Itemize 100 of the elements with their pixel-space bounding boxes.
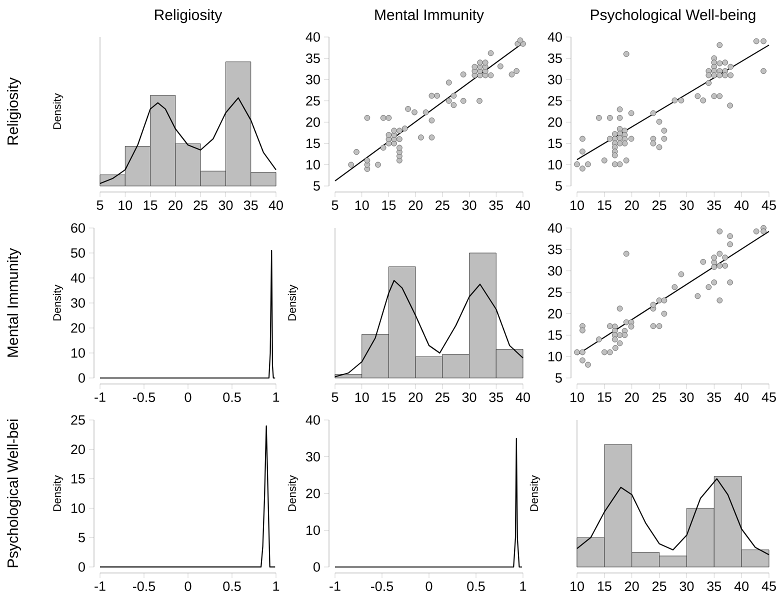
y-tick-label: 10 bbox=[71, 348, 85, 358]
x-tick-label: 20 bbox=[168, 200, 182, 210]
point bbox=[716, 250, 723, 257]
point bbox=[517, 38, 524, 44]
point bbox=[706, 284, 712, 290]
point bbox=[446, 80, 452, 86]
point bbox=[650, 302, 656, 308]
x-tick-label: 30 bbox=[680, 392, 694, 402]
point bbox=[386, 132, 392, 138]
point bbox=[412, 109, 418, 116]
x-tick-label: 15 bbox=[598, 582, 612, 591]
point bbox=[607, 349, 613, 356]
y-tick-label: 25 bbox=[71, 415, 85, 425]
x-tick-label: 35 bbox=[707, 200, 722, 210]
point bbox=[716, 262, 723, 269]
point bbox=[460, 72, 466, 78]
point bbox=[472, 64, 478, 70]
x-tick-label: 40 bbox=[734, 200, 749, 210]
y-tick-label: 10 bbox=[71, 503, 85, 513]
point bbox=[396, 144, 402, 151]
point bbox=[498, 63, 504, 70]
chart-title: Psychological Well-being bbox=[590, 9, 756, 24]
x-tick-label: 40 bbox=[734, 582, 749, 592]
y-tick-label: 15 bbox=[548, 138, 562, 148]
point bbox=[727, 241, 733, 248]
point bbox=[380, 114, 386, 121]
x-tick-label: 10 bbox=[570, 582, 584, 592]
y-tick-label: 25 bbox=[548, 96, 562, 106]
y-tick-label: 20 bbox=[306, 488, 320, 498]
point bbox=[596, 336, 602, 342]
x-tick-label: 15 bbox=[144, 200, 158, 210]
x-tick-label: 1 bbox=[520, 582, 526, 591]
x-tick-label: 25 bbox=[652, 200, 666, 210]
point bbox=[580, 328, 586, 334]
y-tick-label: 20 bbox=[548, 117, 562, 127]
point bbox=[428, 118, 435, 124]
point bbox=[711, 280, 718, 286]
y-tick-label: 60 bbox=[71, 223, 85, 233]
x-tick-label: -1 bbox=[94, 582, 106, 591]
x-tick-label: 15 bbox=[598, 200, 612, 210]
point bbox=[753, 228, 760, 234]
x-tick-label: 10 bbox=[355, 392, 369, 402]
point bbox=[364, 114, 370, 121]
point bbox=[672, 284, 678, 290]
point bbox=[656, 298, 662, 304]
y-tick-label: 50 bbox=[70, 248, 85, 258]
y-tick-label: 5 bbox=[78, 532, 85, 542]
x-tick-label: 20 bbox=[625, 392, 639, 402]
point bbox=[574, 349, 580, 356]
point bbox=[722, 262, 728, 269]
x-tick-label: -1 bbox=[94, 392, 106, 402]
x-tick-label: 35 bbox=[489, 200, 504, 210]
point bbox=[678, 271, 684, 278]
x-tick-label: 20 bbox=[408, 392, 423, 402]
y-tick-label: 0 bbox=[313, 562, 320, 572]
point bbox=[711, 264, 718, 270]
point bbox=[616, 332, 623, 338]
point bbox=[396, 136, 402, 142]
x-tick-label: 20 bbox=[408, 200, 423, 210]
x-tick-label: -0.5 bbox=[132, 582, 156, 592]
point bbox=[716, 228, 723, 234]
x-tick-label: 20 bbox=[625, 582, 639, 592]
y-axis-title: Density bbox=[288, 475, 298, 511]
point bbox=[375, 162, 381, 168]
point bbox=[602, 349, 608, 356]
x-tick-label: 10 bbox=[118, 200, 132, 210]
x-tick-label: 40 bbox=[516, 200, 530, 210]
point bbox=[396, 128, 402, 134]
x-tick-label: 30 bbox=[462, 392, 476, 402]
point bbox=[446, 98, 452, 104]
x-tick-label: 25 bbox=[652, 392, 666, 402]
point bbox=[612, 336, 618, 342]
x-tick-label: 0 bbox=[426, 582, 432, 592]
point bbox=[623, 319, 630, 326]
x-tick-label: 0 bbox=[184, 392, 192, 402]
point bbox=[354, 149, 360, 155]
point bbox=[418, 134, 424, 140]
y-tick-label: 40 bbox=[306, 32, 320, 42]
y-tick-label: 30 bbox=[70, 298, 85, 308]
y-tick-label: 0 bbox=[78, 562, 85, 572]
point bbox=[488, 50, 494, 56]
y-tick-label: 30 bbox=[548, 266, 562, 276]
x-tick-label: 15 bbox=[598, 392, 612, 402]
x-tick-label: 5 bbox=[96, 200, 104, 210]
point bbox=[711, 254, 718, 260]
x-tick-label: 45 bbox=[762, 392, 776, 402]
y-tick-label: 20 bbox=[71, 323, 85, 333]
point bbox=[628, 324, 634, 330]
point bbox=[661, 298, 668, 304]
point bbox=[760, 228, 766, 234]
x-tick-label: 45 bbox=[762, 200, 776, 210]
point bbox=[722, 254, 728, 260]
x-tick-label: 35 bbox=[489, 392, 504, 402]
text: Religiosity bbox=[7, 77, 21, 144]
point bbox=[656, 323, 662, 330]
x-tick-label: 15 bbox=[382, 392, 396, 402]
x-tick-label: 25 bbox=[652, 582, 666, 592]
point bbox=[623, 250, 630, 257]
point bbox=[694, 293, 701, 300]
x-tick-label: 5 bbox=[332, 392, 338, 402]
